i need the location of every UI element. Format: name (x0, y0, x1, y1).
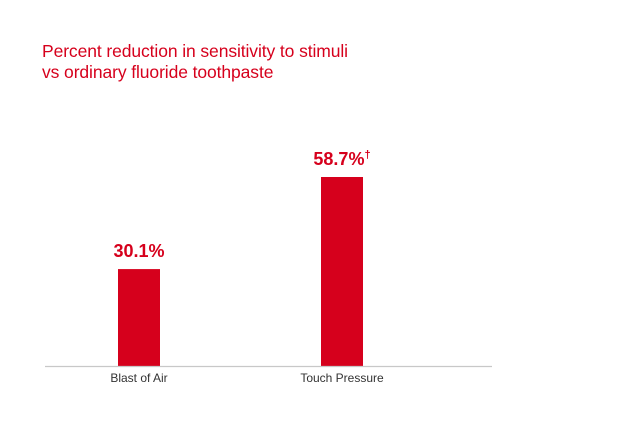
chart-title-line-1: Percent reduction in sensitivity to stim… (42, 41, 348, 61)
category-label-0: Blast of Air (110, 371, 167, 385)
data-label-0: 30.1% (113, 241, 164, 261)
chart-title-line-2: vs ordinary fluoride toothpaste (42, 62, 274, 82)
data-label-1: 58.7%† (313, 149, 370, 169)
chart-title: Percent reduction in sensitivity to stim… (42, 41, 462, 83)
category-label-1: Touch Pressure (300, 371, 384, 385)
bar-1 (321, 177, 363, 366)
bar-0 (118, 269, 160, 366)
